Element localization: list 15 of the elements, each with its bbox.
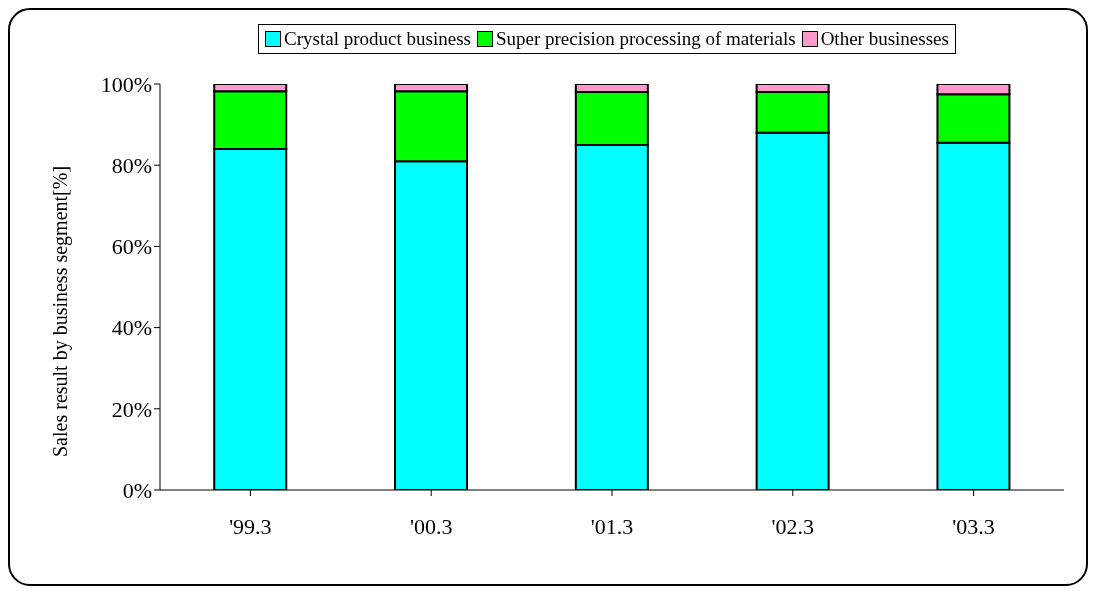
y-tick-label: 60% (111, 234, 152, 260)
x-tick-label: '99.3 (229, 513, 272, 539)
y-tick-label: 0% (122, 477, 152, 503)
y-axis-title: Sales result by business segment[%] (49, 165, 73, 457)
y-tick-label: 20% (111, 396, 152, 422)
legend-label: Super precision processing of materials (494, 28, 796, 50)
y-tick-label: 80% (111, 153, 152, 179)
x-tick-label: '03.3 (952, 513, 995, 539)
legend-label: Other businesses (819, 28, 949, 50)
x-tick-label: '01.3 (590, 513, 634, 539)
x-tick-label: '00.3 (409, 513, 453, 539)
x-tick-label: '02.3 (771, 513, 815, 539)
y-tick-label: 40% (111, 315, 152, 341)
y-tick-label: 100% (100, 71, 152, 97)
legend-label: Crystal product business (283, 28, 471, 50)
